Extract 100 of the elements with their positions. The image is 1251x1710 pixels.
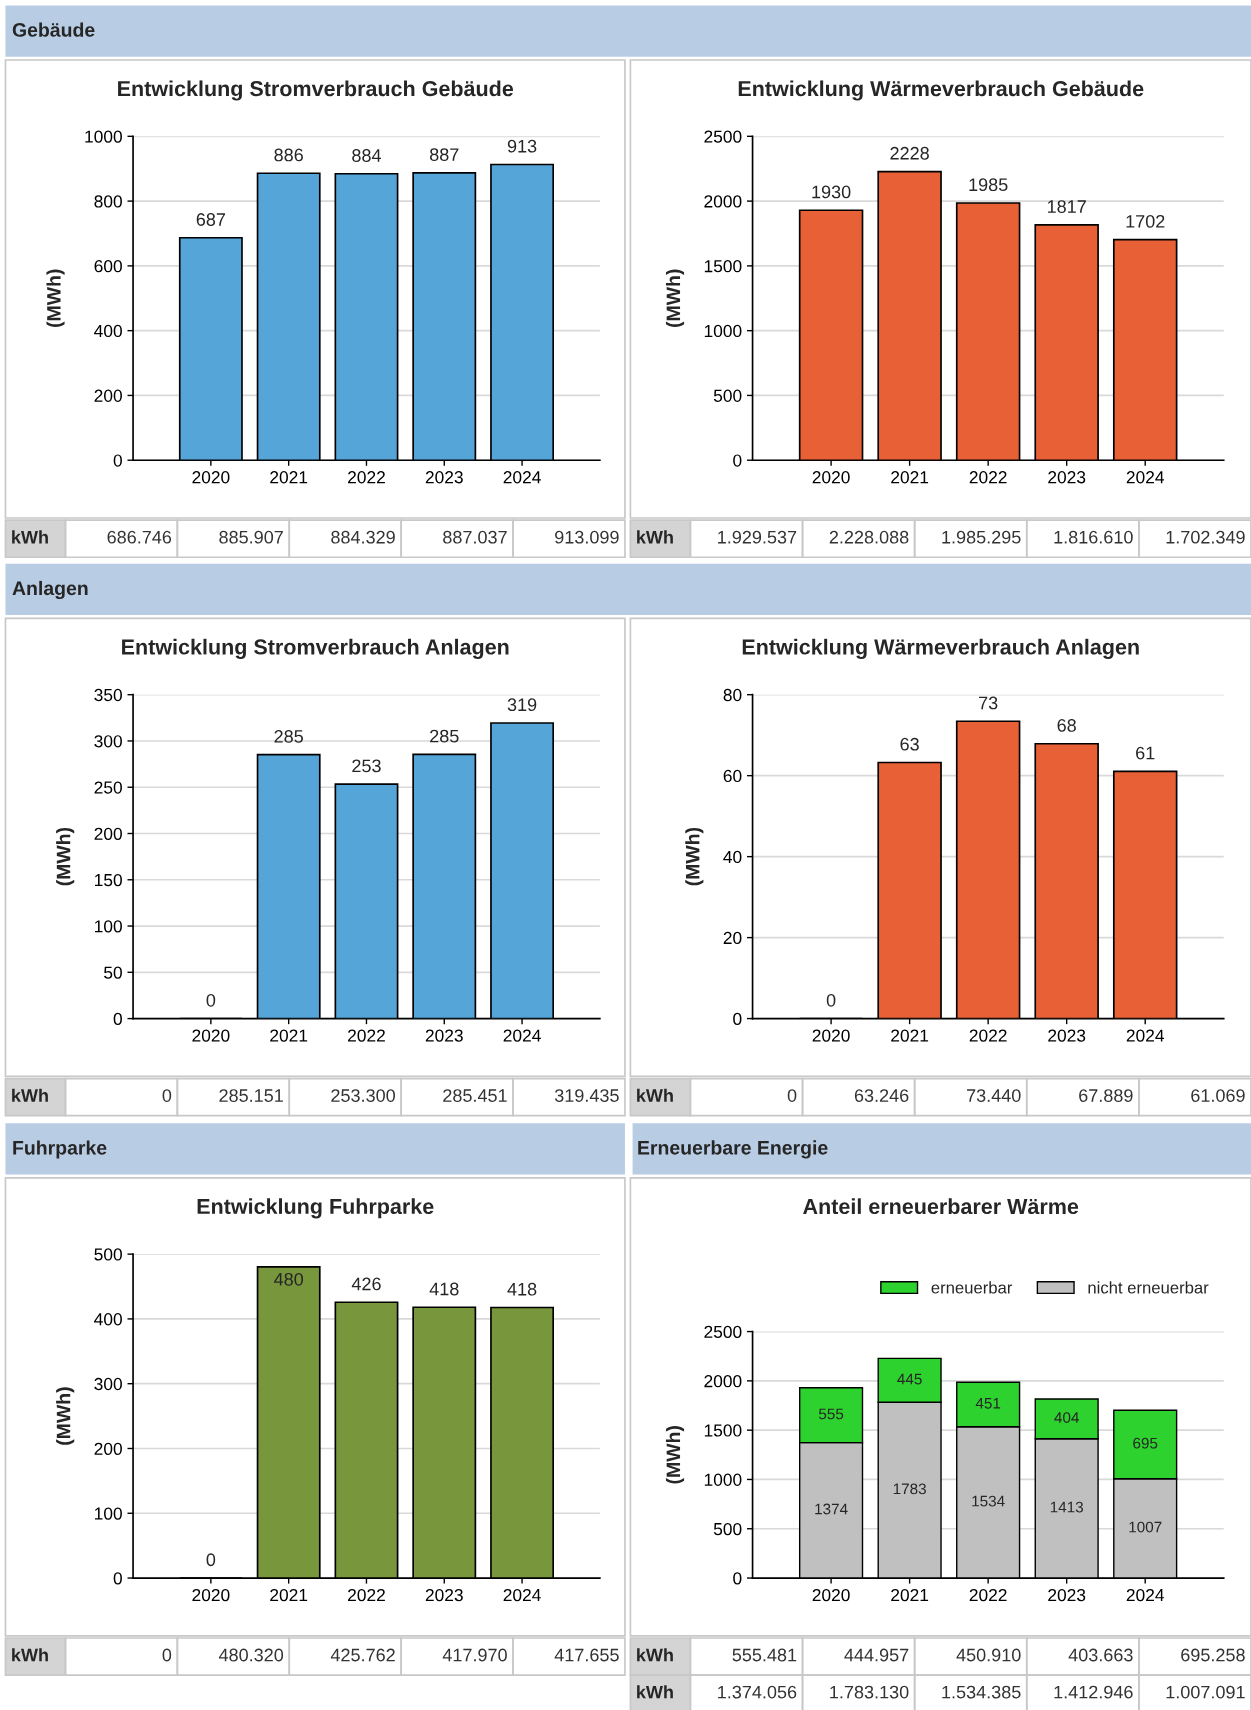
data-label: 1930 <box>812 185 851 199</box>
text: 913.099 <box>555 530 619 544</box>
chart-title: Anteil erneuerbarer Wärme <box>803 1198 1079 1215</box>
text: 1.534.385 <box>942 1685 1021 1699</box>
x-tick-label: 2020 <box>192 471 230 484</box>
text: kWh <box>12 530 48 544</box>
text: 1.816.610 <box>1054 530 1133 544</box>
data-label: 687 <box>196 213 226 226</box>
y-tick-label: 0 <box>733 1572 742 1585</box>
y-tick-label: 300 <box>94 735 122 748</box>
data-label: 426 <box>351 1277 381 1291</box>
y-tick-label: 60 <box>723 769 742 783</box>
data-label: 480 <box>274 1272 304 1286</box>
text: 1.374.056 <box>718 1685 797 1699</box>
chart-title: Entwicklung Stromverbrauch Gebäude <box>118 80 514 101</box>
y-tick-label: 500 <box>713 389 742 402</box>
data-label: 451 <box>975 1397 1001 1409</box>
y-axis-title: (MWh) <box>665 1426 685 1484</box>
y-tick-label: 1500 <box>704 260 742 273</box>
x-tick-label: 2021 <box>270 1029 308 1042</box>
data-label: 418 <box>429 1282 459 1296</box>
data-label: 887 <box>429 148 459 162</box>
chart-subtitle: Fuhrparke <box>13 1140 107 1159</box>
text: 319.435 <box>554 1089 619 1102</box>
chart-title: Entwicklung Wärmeverbrauch Anlagen <box>742 638 1139 659</box>
x-tick-label: 2023 <box>1048 1029 1086 1042</box>
text: 417.970 <box>442 1648 507 1662</box>
text: 63.246 <box>854 1089 909 1102</box>
text: 253.300 <box>331 1089 395 1102</box>
x-tick-label: 2024 <box>1126 471 1165 484</box>
data-label: 73 <box>979 696 998 710</box>
text: 285.451 <box>443 1089 507 1102</box>
chart-subtitle: Anlagen <box>12 580 88 600</box>
chart-title: Entwicklung Fuhrparke <box>197 1198 434 1219</box>
x-tick-label: 2023 <box>425 1029 463 1042</box>
y-tick-label: 40 <box>723 850 742 864</box>
y-tick-label: 150 <box>95 873 122 887</box>
x-tick-label: 2020 <box>812 1029 850 1042</box>
x-tick-label: 2020 <box>192 1588 230 1602</box>
x-tick-label: 2020 <box>192 1029 230 1042</box>
y-tick-label: 2000 <box>704 1375 742 1388</box>
data-label: 418 <box>507 1282 537 1296</box>
y-axis-title: (MWh) <box>56 827 75 886</box>
text: kWh <box>637 1648 673 1662</box>
data-label: 884 <box>352 149 381 162</box>
text: kWh <box>637 1088 673 1102</box>
text: 417.655 <box>554 1648 619 1662</box>
chart-title: Entwicklung Wärmeverbrauch Gebäude <box>738 80 1144 101</box>
x-tick-label: 2024 <box>1126 1029 1165 1042</box>
data-label: 886 <box>274 148 303 162</box>
text: 1.783.130 <box>830 1685 909 1699</box>
text: 285.151 <box>219 1089 283 1102</box>
legend-label: nicht erneuerbar <box>1088 1281 1209 1294</box>
y-tick-label: 1000 <box>704 1473 742 1486</box>
y-tick-label: 100 <box>95 1507 122 1520</box>
y-tick-label: 500 <box>713 1522 742 1536</box>
x-tick-label: 2021 <box>891 1029 929 1042</box>
text: 884.329 <box>331 530 395 544</box>
text: 555.481 <box>732 1648 797 1662</box>
text: 1.985.295 <box>942 530 1021 544</box>
x-tick-label: 2024 <box>503 1029 541 1042</box>
text: kWh <box>12 1648 48 1662</box>
x-tick-label: 2021 <box>270 1588 308 1602</box>
data-label: 1374 <box>815 1503 848 1515</box>
legend-label: erneuerbar <box>931 1281 1013 1294</box>
y-axis-title: (MWh) <box>685 827 704 886</box>
chart-subtitle: Gebäude <box>12 22 95 37</box>
text: kWh <box>12 1088 48 1102</box>
y-axis-title: (MWh) <box>56 1387 75 1445</box>
x-tick-label: 2020 <box>812 471 850 484</box>
x-tick-label: 2021 <box>891 1588 929 1602</box>
text: 480.320 <box>218 1648 284 1662</box>
chart-title: Entwicklung Stromverbrauch Anlagen <box>122 638 509 659</box>
x-tick-label: 2022 <box>969 471 1007 484</box>
y-tick-label: 2500 <box>704 1325 742 1339</box>
text: 1.007.091 <box>1166 1685 1245 1699</box>
y-tick-label: 500 <box>94 1248 122 1261</box>
text: 2.228.088 <box>829 530 909 544</box>
data-label: 319 <box>507 698 537 712</box>
data-label: 0 <box>206 1553 216 1567</box>
x-tick-label: 2023 <box>1048 1588 1086 1602</box>
x-tick-label: 2023 <box>1048 471 1086 484</box>
text: 686.746 <box>107 530 172 544</box>
text: kWh <box>637 530 673 544</box>
text: 1.412.946 <box>1054 1685 1133 1699</box>
data-label: 1534 <box>972 1495 1005 1507</box>
y-tick-label: 200 <box>94 827 122 840</box>
text: 885.907 <box>219 530 283 544</box>
data-label: 1007 <box>1129 1521 1162 1533</box>
x-tick-label: 2021 <box>891 471 929 484</box>
x-tick-label: 2022 <box>348 1588 385 1602</box>
text: 1.929.537 <box>718 530 797 544</box>
text: kWh <box>637 1685 673 1699</box>
data-label: 1985 <box>969 178 1008 192</box>
data-label: 285 <box>430 729 459 743</box>
x-tick-label: 2022 <box>969 1029 1007 1042</box>
data-label: 913 <box>507 139 537 153</box>
text: 67.889 <box>1079 1089 1133 1102</box>
data-label: 1783 <box>893 1483 926 1495</box>
text: 1.702.349 <box>1166 530 1245 544</box>
